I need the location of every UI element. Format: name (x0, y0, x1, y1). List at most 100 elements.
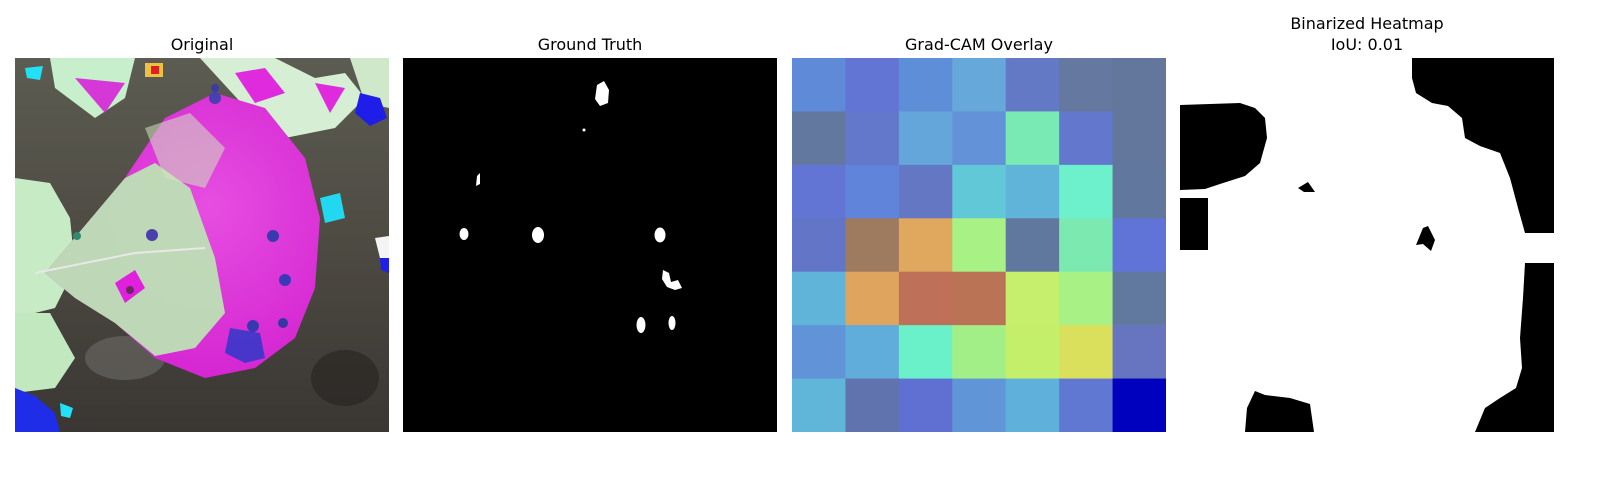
lesion-spot (278, 318, 288, 328)
gradcam-cell (1059, 378, 1114, 432)
lesion-spot (267, 230, 279, 242)
gradcam-cell (792, 58, 846, 112)
gradcam-cell (1059, 271, 1114, 326)
lesion-spot (73, 232, 81, 240)
lesion-spot (247, 320, 259, 332)
gradcam-cell (952, 164, 1007, 219)
blue-patch (15, 388, 60, 432)
gradcam-cell (952, 325, 1007, 380)
gradcam-cell (1059, 58, 1114, 112)
top-leaf-corner (350, 58, 389, 108)
gradcam-cell (845, 325, 900, 380)
gradcam-cell (792, 378, 846, 432)
lesion-cluster (225, 328, 265, 363)
background-shadow (311, 350, 379, 406)
gradcam-cell (792, 111, 846, 166)
gradcam-cell (845, 218, 900, 273)
lesion-mask (636, 317, 646, 333)
gradcam-cell (952, 271, 1007, 326)
gradcam-cell (1005, 325, 1060, 380)
gradcam-cell (1112, 164, 1166, 219)
cyan-patch (60, 403, 73, 418)
leaf-green-region (45, 163, 225, 356)
gradcam-cell (1005, 378, 1060, 432)
heatmap-background-region (1180, 198, 1208, 250)
gradcam-heatmap-grid (792, 58, 1166, 432)
gradcam-cell (845, 164, 900, 219)
gradcam-cell (1059, 164, 1114, 219)
top-leaf-tint (75, 78, 125, 113)
gradcam-cell (1005, 218, 1060, 273)
lesion-mask (582, 128, 586, 132)
heatmap-hole (1416, 226, 1435, 251)
original-panel-title: Original (170, 35, 234, 54)
light-patch (375, 236, 389, 263)
gradcam-cell (1112, 58, 1166, 112)
binarized-panel-title: Binarized Heatmap IoU: 0.01 (1180, 13, 1554, 55)
gradcam-cell (898, 218, 953, 273)
lesion-mask (662, 270, 682, 290)
gradcam-cell (952, 218, 1007, 273)
lesion-spot (279, 274, 291, 286)
blue-patch (380, 258, 389, 273)
gradcam-cell (1005, 271, 1060, 326)
gradcam-cell (898, 111, 953, 166)
mask-background (403, 58, 777, 432)
gradcam-cell (898, 325, 953, 380)
cyan-patch (25, 66, 43, 80)
gradcam-cell (1005, 111, 1060, 166)
heatmap-hole (1298, 182, 1315, 192)
gradcam-cell (898, 378, 953, 432)
gradcam-cell (1112, 325, 1166, 380)
gradcam-overlay (792, 58, 1166, 432)
ground-truth-panel-title: Ground Truth (537, 35, 643, 54)
heatmap-background-region (1245, 391, 1314, 432)
top-leaf-tint (315, 83, 345, 113)
gradcam-cell (1112, 378, 1166, 432)
leaf-image (15, 58, 389, 432)
gradcam-cell (1112, 111, 1166, 166)
ground-truth-mask (403, 58, 777, 432)
gradcam-cell (898, 58, 953, 112)
leaf-speckle-region (145, 113, 225, 188)
gradcam-cell (1059, 111, 1114, 166)
leaf-midrib (34, 247, 206, 274)
gradcam-cell (845, 271, 900, 326)
gradcam-cell (792, 218, 846, 273)
gradcam-cell (952, 378, 1007, 432)
lesion-mask (668, 316, 676, 330)
gradcam-cell (1005, 58, 1060, 112)
left-leaf-lower (15, 313, 75, 393)
gradcam-cell (845, 378, 900, 432)
gradcam-cell (1112, 218, 1166, 273)
gradcam-cell (792, 325, 846, 380)
bright-speck (151, 66, 159, 74)
lesion-mask (476, 173, 480, 186)
gradcam-cell (952, 58, 1007, 112)
top-leaf-tint (235, 68, 285, 103)
binarized-heatmap-svg (1180, 58, 1554, 432)
heatmap-background-region (1412, 58, 1554, 233)
original-image (15, 58, 389, 432)
lesion-mask (532, 227, 544, 243)
lesion-spot (211, 84, 219, 92)
gradcam-cell (792, 271, 846, 326)
gradcam-panel-title: Grad-CAM Overlay (905, 35, 1053, 54)
gradcam-cell (845, 58, 900, 112)
cyan-patch (320, 193, 345, 223)
gradcam-cell (1059, 325, 1114, 380)
gradcam-cell (1112, 271, 1166, 326)
gradcam-cell (845, 111, 900, 166)
lesion-spot (146, 229, 158, 241)
gradcam-cell (1059, 218, 1114, 273)
lesion-mask (654, 227, 666, 243)
ground-truth-svg (403, 58, 777, 432)
heatmap-background-region (1180, 103, 1267, 190)
gradcam-cell (792, 164, 846, 219)
lesion-spot (126, 286, 134, 294)
lesion-mask (595, 81, 609, 106)
gradcam-cell (898, 271, 953, 326)
lesion-spot (209, 92, 221, 104)
gradcam-cell (1005, 164, 1060, 219)
gradcam-cell (952, 111, 1007, 166)
